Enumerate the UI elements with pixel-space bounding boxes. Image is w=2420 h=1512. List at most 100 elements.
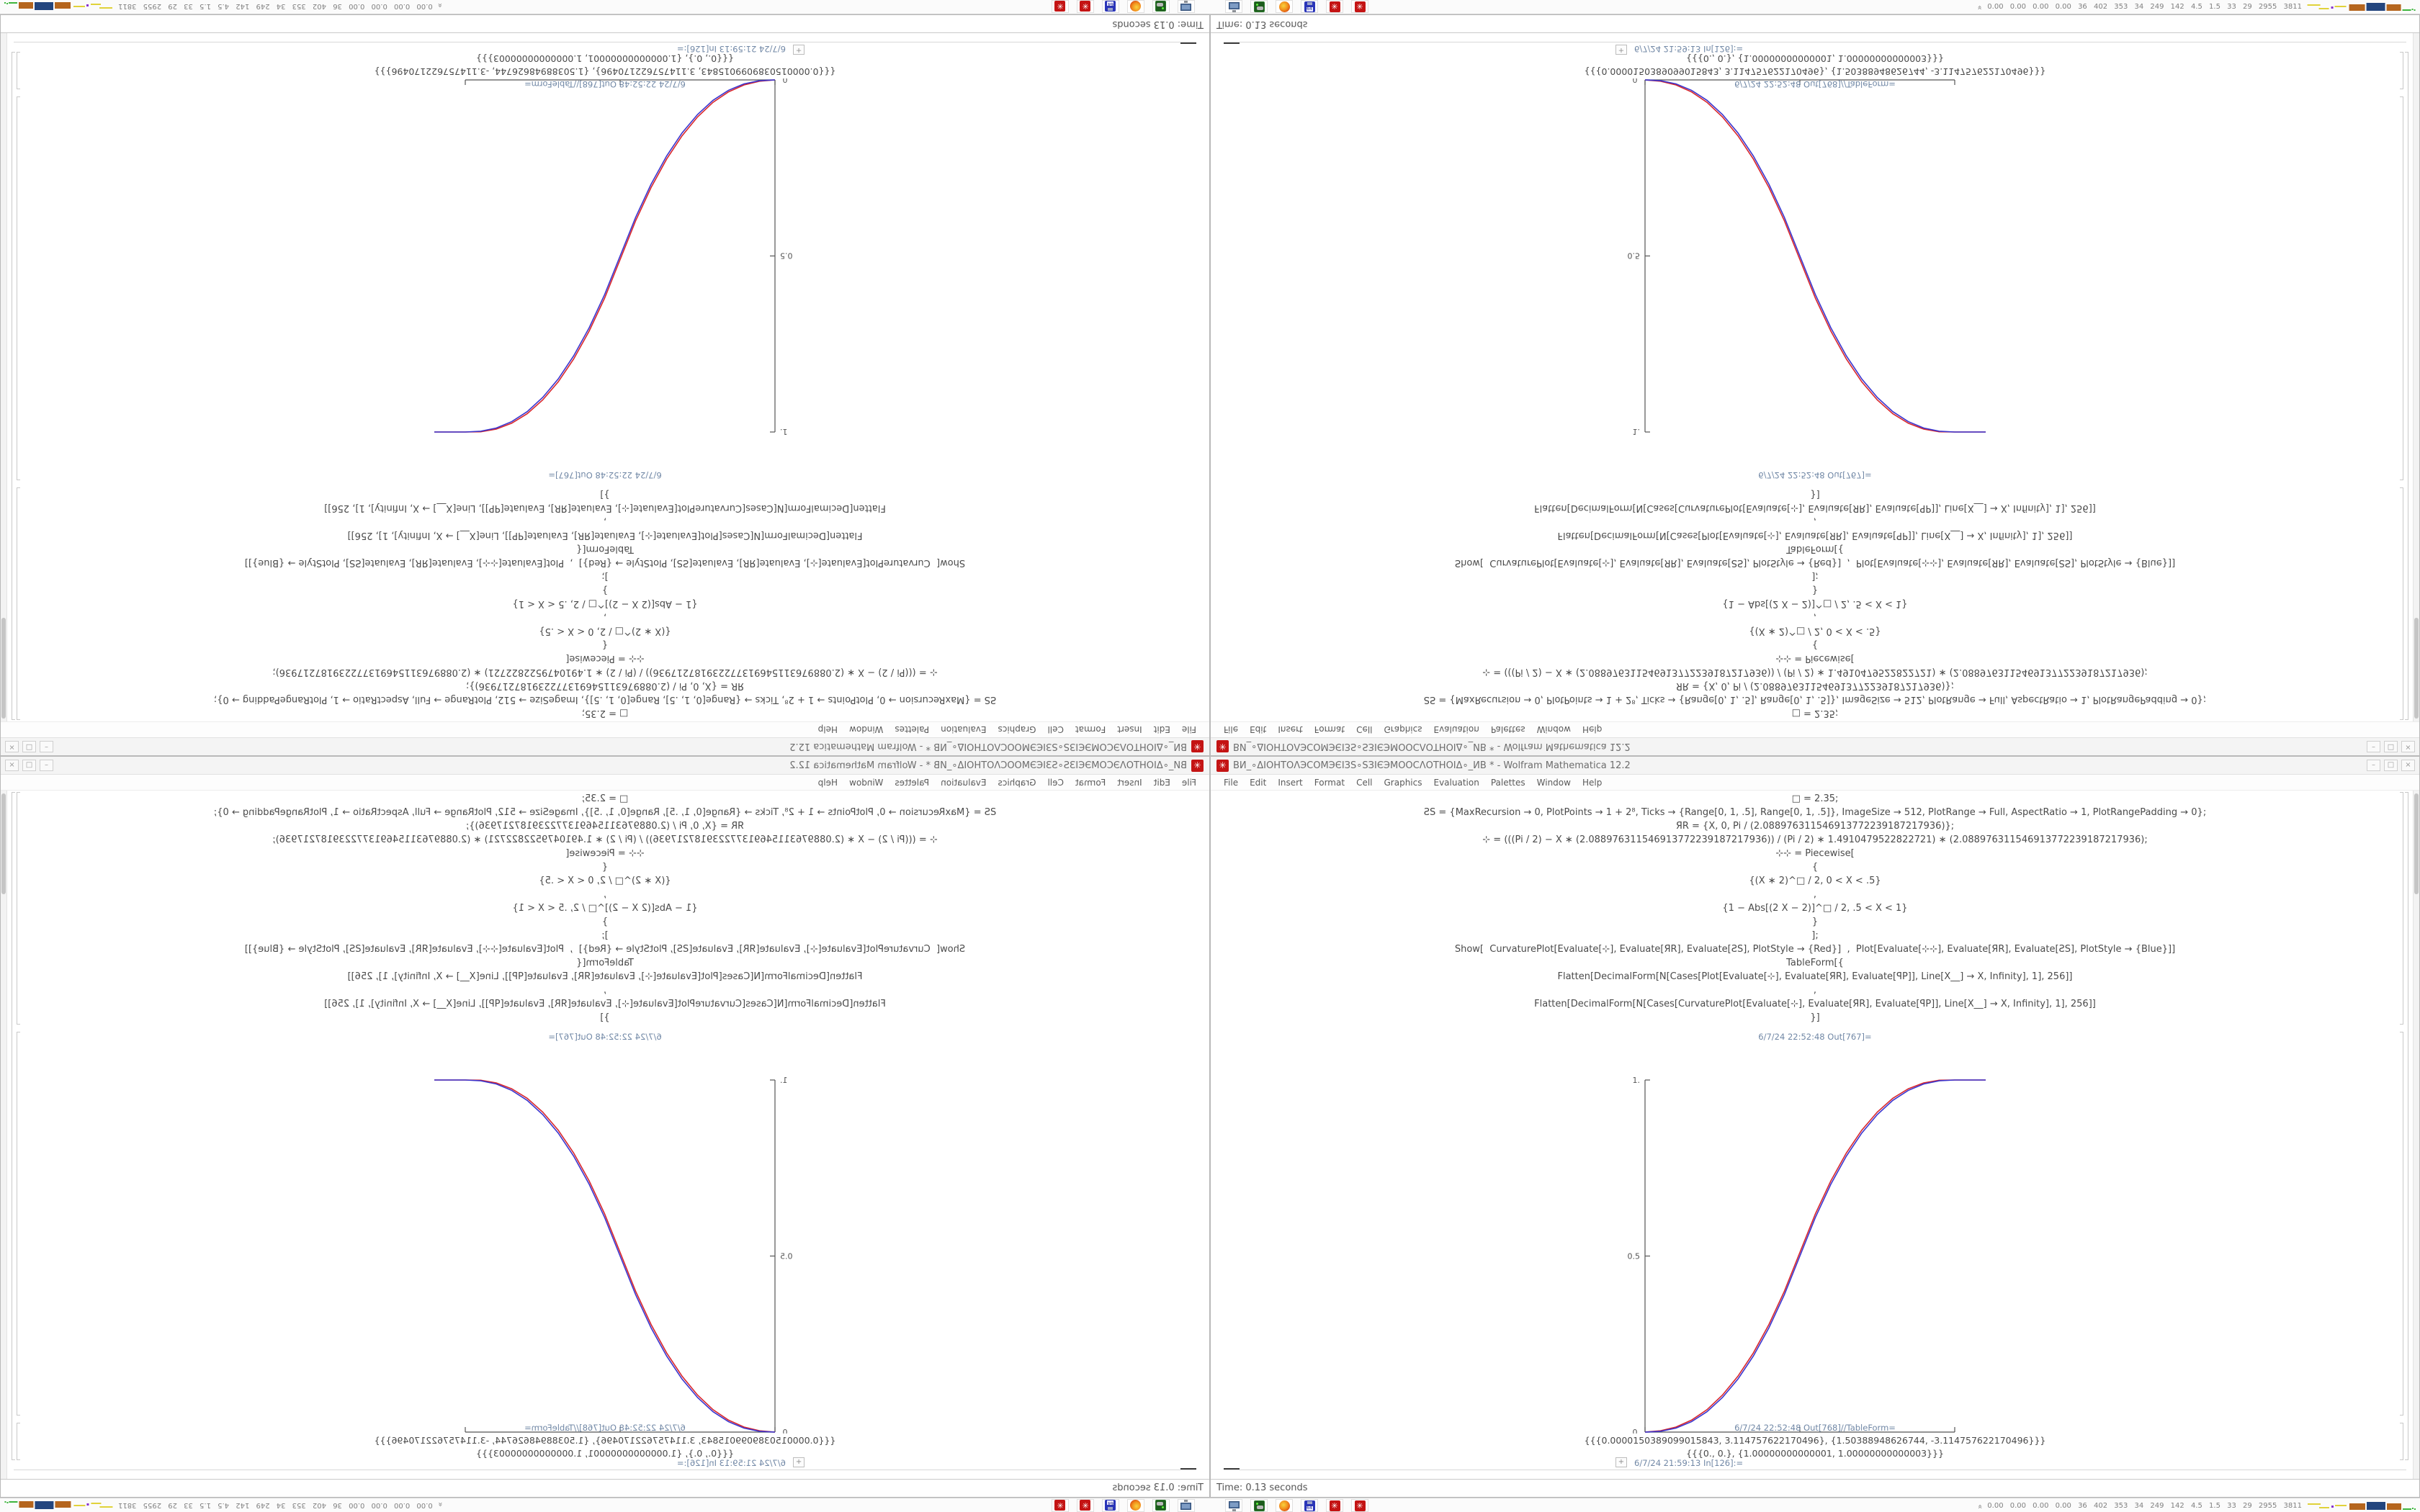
notebook-content[interactable]: □ = 2.35; ƧS = {MaxRecursion → 0, PlotPoi… (1211, 791, 2419, 1479)
menu-palettes[interactable]: Palettes (895, 724, 930, 734)
insert-cell-plus-icon[interactable]: + (1615, 45, 1627, 55)
monitor-launcher[interactable] (1178, 1499, 1195, 1512)
menu-palettes[interactable]: Palettes (895, 778, 930, 788)
floppy-launcher[interactable]: 64 (1301, 1499, 1318, 1512)
insert-cell-plus-icon[interactable]: + (793, 1457, 805, 1467)
input-cell[interactable]: □ = 2.35; ƧS = {MaxRecursion → 0, PlotPoi… (1, 487, 1209, 720)
menu-graphics[interactable]: Graphics (1384, 724, 1422, 734)
menu-file[interactable]: File (1181, 724, 1196, 734)
menu-edit[interactable]: Edit (1153, 778, 1170, 788)
maximize-button[interactable]: □ (2384, 741, 2398, 752)
menu-evaluation[interactable]: Evaluation (941, 778, 987, 788)
mathematica-launcher[interactable]: ✳ (1351, 0, 1368, 13)
mathematica-launcher[interactable]: ✳ (1326, 1499, 1343, 1512)
menu-window[interactable]: Window (849, 778, 884, 788)
vertical-scrollbar[interactable] (1, 33, 7, 721)
device-launcher[interactable] (1152, 0, 1170, 13)
menu-graphics[interactable]: Graphics (1384, 778, 1422, 788)
titlebar[interactable]: ✳ ВИ_∘ΔIОНТОΛЭСОМЭЄIЗЅ∘ЅЗIЄЭМООСΛОТНОIΔ∘… (1211, 737, 2419, 755)
scrollbar-thumb[interactable] (1, 618, 6, 719)
menu-file[interactable]: File (1224, 778, 1239, 788)
cell-bracket-input[interactable] (17, 792, 20, 1025)
scrollbar-thumb[interactable] (1, 793, 6, 894)
menu-insert[interactable]: Insert (1278, 724, 1303, 734)
scrollbar-thumb[interactable] (2414, 618, 2419, 719)
system-monitor-applet[interactable]: « 0.00 0.00 0.00 0.00 36 402 353 34 249 … (1975, 1498, 2416, 1512)
input-cell[interactable]: □ = 2.35; ƧS = {MaxRecursion → 0, PlotPoi… (1211, 792, 2419, 1025)
mathematica-launcher[interactable]: ✳ (1052, 1499, 1069, 1512)
firefox-launcher[interactable] (1276, 0, 1293, 13)
cell-bracket-group[interactable] (2405, 792, 2408, 1460)
menu-format[interactable]: Format (1314, 724, 1345, 734)
maximize-button[interactable]: □ (22, 760, 36, 771)
insert-cell-plus-icon[interactable]: + (1615, 1457, 1627, 1467)
mathematica-launcher[interactable]: ✳ (1326, 0, 1343, 13)
notebook-content[interactable]: □ = 2.35; ƧS = {MaxRecursion → 0, PlotPoi… (1, 791, 1209, 1479)
minimize-button[interactable]: – (2367, 741, 2380, 752)
menu-edit[interactable]: Edit (1250, 724, 1267, 734)
device-launcher[interactable] (1250, 1499, 1268, 1512)
device-launcher[interactable] (1250, 0, 1268, 13)
menu-format[interactable]: Format (1075, 778, 1106, 788)
cell-bracket-group[interactable] (12, 52, 15, 720)
monitor-launcher[interactable] (1225, 1499, 1242, 1512)
menu-format[interactable]: Format (1075, 724, 1106, 734)
cell-bracket-input[interactable] (2400, 487, 2403, 720)
insert-cell-plus-icon[interactable]: + (793, 45, 805, 55)
menu-graphics[interactable]: Graphics (998, 724, 1036, 734)
system-monitor-applet-rotated[interactable]: « 0.00 0.00 0.00 0.00 36 402 353 34 249 … (4, 1498, 445, 1512)
menu-cell[interactable]: Cell (1047, 724, 1064, 734)
cell-bracket-output-plot[interactable] (17, 96, 20, 480)
menu-insert[interactable]: Insert (1117, 724, 1142, 734)
menu-file[interactable]: File (1181, 778, 1196, 788)
menu-graphics[interactable]: Graphics (998, 778, 1036, 788)
minimize-button[interactable]: – (40, 760, 53, 771)
scrollbar-thumb[interactable] (2414, 793, 2419, 894)
mathematica-launcher[interactable]: ✳ (1351, 1499, 1368, 1512)
vertical-scrollbar[interactable] (1, 791, 7, 1479)
floppy-launcher[interactable]: 64 (1301, 0, 1318, 13)
titlebar[interactable]: ✳ ВИ_∘ΔIОНТОΛЭСОМЭЄIЗЅ∘ЅЗIЄЭМООСΛОТНОIΔ∘… (1, 737, 1209, 755)
menu-help[interactable]: Help (1582, 778, 1603, 788)
firefox-launcher[interactable] (1276, 1499, 1293, 1512)
menu-palettes[interactable]: Palettes (1490, 778, 1525, 788)
monitor-launcher[interactable] (1178, 0, 1195, 13)
close-button[interactable]: × (2401, 760, 2415, 771)
system-monitor-applet[interactable]: « 0.00 0.00 0.00 0.00 36 402 353 34 249 … (4, 0, 445, 14)
menu-help[interactable]: Help (817, 724, 838, 734)
menu-insert[interactable]: Insert (1117, 778, 1142, 788)
cell-bracket-output-table[interactable] (17, 1423, 20, 1460)
cell-bracket-output-table[interactable] (2400, 52, 2403, 89)
notebook-content[interactable]: □ = 2.35; ƧS = {MaxRecursion → 0, PlotPoi… (1211, 33, 2419, 721)
expander-chevron-icon[interactable]: « (435, 1503, 445, 1508)
firefox-launcher[interactable] (1127, 0, 1144, 13)
menu-file[interactable]: File (1224, 724, 1239, 734)
vertical-scrollbar[interactable] (2413, 33, 2419, 721)
menu-edit[interactable]: Edit (1153, 724, 1170, 734)
menu-cell[interactable]: Cell (1356, 724, 1373, 734)
mathematica-launcher[interactable]: ✳ (1077, 1499, 1094, 1512)
menu-insert[interactable]: Insert (1278, 778, 1303, 788)
menu-window[interactable]: Window (1536, 724, 1571, 734)
input-cell[interactable]: □ = 2.35; ƧS = {MaxRecursion → 0, PlotPoi… (1, 792, 1209, 1025)
cell-bracket-group[interactable] (2405, 52, 2408, 720)
expander-chevron-icon[interactable]: « (435, 4, 445, 9)
cell-bracket-output-table[interactable] (2400, 1423, 2403, 1460)
floppy-launcher[interactable]: 64 (1102, 1499, 1119, 1512)
vertical-scrollbar[interactable] (2413, 791, 2419, 1479)
menu-help[interactable]: Help (1582, 724, 1603, 734)
device-launcher[interactable] (1152, 1499, 1170, 1512)
cell-bracket-output-plot[interactable] (2400, 1032, 2403, 1416)
floppy-launcher[interactable]: 64 (1102, 0, 1119, 13)
menu-palettes[interactable]: Palettes (1490, 724, 1525, 734)
mathematica-launcher[interactable]: ✳ (1052, 0, 1069, 13)
expander-chevron-icon[interactable]: « (1975, 1503, 1985, 1508)
titlebar[interactable]: ✳ ВИ_∘ΔIОНТОΛЭСОМЭЄIЗЅ∘ЅЗIЄЭМООСΛОТНОIΔ∘… (1211, 757, 2419, 775)
mathematica-launcher[interactable]: ✳ (1077, 0, 1094, 13)
menu-cell[interactable]: Cell (1047, 778, 1064, 788)
cell-bracket-input[interactable] (17, 487, 20, 720)
cell-bracket-output-plot[interactable] (17, 1032, 20, 1416)
menu-cell[interactable]: Cell (1356, 778, 1373, 788)
maximize-button[interactable]: □ (2384, 760, 2398, 771)
menu-evaluation[interactable]: Evaluation (1433, 778, 1479, 788)
